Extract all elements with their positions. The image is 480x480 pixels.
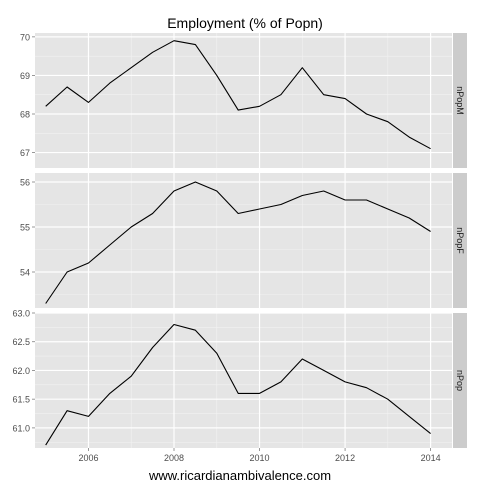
x-tick-label: 2008: [164, 453, 184, 463]
series-line-nPop: [45, 323, 431, 446]
series-line-nPopM: [45, 40, 431, 150]
panels: 67 68 69 70 nPopM 54 55 56 nPopF 61.0 61.5 62.0 62.5…: [12, 32, 467, 463]
y-tick-label: 68: [20, 110, 30, 120]
panel-nPopF: 54 55 56 nPopF: [20, 173, 467, 308]
panel-background: [35, 313, 452, 448]
chart-caption: www.ricardianambivalence.com: [148, 468, 331, 480]
y-tick-label: 54: [20, 268, 30, 278]
y-tick-label: 63.0: [12, 309, 30, 319]
x-tick-label: 2014: [421, 453, 441, 463]
y-tick-label: 69: [20, 71, 30, 81]
panel-nPopM: 67 68 69 70 nPopM: [20, 32, 467, 168]
y-tick-label: 55: [20, 223, 30, 233]
x-tick-label: 2006: [78, 453, 98, 463]
x-tick-label: 2010: [250, 453, 270, 463]
facet-label: nPop: [455, 370, 465, 391]
y-tick-label: 70: [20, 32, 30, 42]
x-tick-label: 2012: [335, 453, 355, 463]
y-tick-label: 62.5: [12, 337, 30, 347]
y-tick-label: 56: [20, 178, 30, 188]
y-tick-label: 61.0: [12, 423, 30, 433]
facet-strip: [453, 33, 467, 168]
panel-background: [35, 33, 452, 168]
facet-label: nPopF: [455, 227, 465, 254]
facet-strip: [453, 313, 467, 448]
facet-strip: [453, 173, 467, 308]
facet-label: nPopM: [455, 86, 465, 115]
y-tick-label: 62.0: [12, 366, 30, 376]
panel-nPop: 61.0 61.5 62.0 62.5 63.0 nPop: [12, 309, 467, 448]
y-tick-label: 67: [20, 148, 30, 158]
series-line-nPopF: [45, 181, 431, 304]
y-tick-label: 61.5: [12, 395, 30, 405]
chart-title: Employment (% of Popn): [167, 15, 323, 31]
panel-background: [35, 173, 452, 308]
